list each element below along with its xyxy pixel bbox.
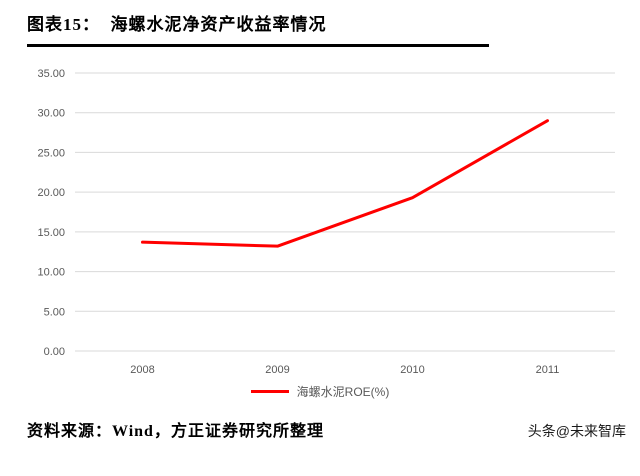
source-note: 资料来源：Wind，方正证券研究所整理 <box>27 423 324 440</box>
y-tick-label: 20.00 <box>37 187 65 199</box>
y-tick-label: 5.00 <box>44 306 65 318</box>
figure-title: 图表15： 海螺水泥净资产收益率情况 <box>27 15 327 34</box>
x-axis-labels: 2008 2009 2010 2011 <box>130 364 559 376</box>
y-tick-label: 10.00 <box>37 267 65 279</box>
figure-title-block: 图表15： 海螺水泥净资产收益率情况 <box>27 10 489 47</box>
legend-label: 海螺水泥ROE(%) <box>296 384 390 399</box>
y-tick-label: 0.00 <box>44 346 65 358</box>
y-tick-label: 15.00 <box>37 227 65 239</box>
y-tick-label: 35.00 <box>37 68 65 80</box>
y-tick-label: 30.00 <box>37 108 65 120</box>
legend-line-marker <box>250 389 289 393</box>
roe-line-chart: 0.00 5.00 10.00 15.00 20.00 25.00 30.00 35.00 2… <box>37 68 615 376</box>
x-tick-label: 2009 <box>265 364 289 376</box>
roe-series-line <box>141 119 549 248</box>
chart-figure: 图表15： 海螺水泥净资产收益率情况 0.00 5.00 10.00 15.00 20.… <box>0 10 640 441</box>
legend: 海螺水泥ROE(%) <box>0 381 640 401</box>
footer: 资料来源：Wind，方正证券研究所整理 头条@未来智库 <box>0 401 640 441</box>
x-tick-label: 2011 <box>536 364 560 376</box>
y-axis-labels: 0.00 5.00 10.00 15.00 20.00 25.00 30.00 35.00 <box>37 68 65 358</box>
y-tick-label: 25.00 <box>37 147 65 159</box>
x-tick-label: 2008 <box>130 364 154 376</box>
x-tick-label: 2010 <box>400 364 424 376</box>
watermark: 头条@未来智库 <box>527 423 626 439</box>
gridlines <box>75 72 615 352</box>
